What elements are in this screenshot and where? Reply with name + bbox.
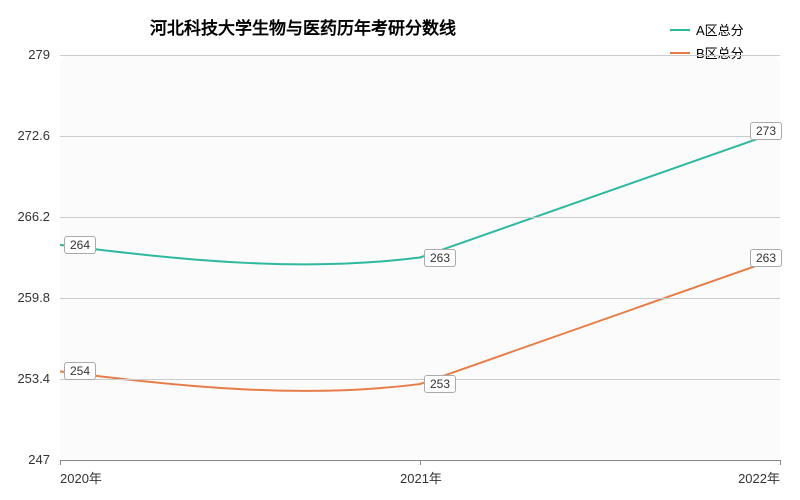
y-tick-label: 272.6 bbox=[0, 128, 50, 143]
data-label: 263 bbox=[750, 249, 782, 267]
y-tick-label: 247 bbox=[0, 452, 50, 467]
y-tick-label: 259.8 bbox=[0, 290, 50, 305]
y-tick-label: 279 bbox=[0, 47, 50, 62]
series-line bbox=[60, 131, 780, 264]
x-tick bbox=[420, 460, 421, 465]
x-tick bbox=[780, 460, 781, 465]
x-tick-label: 2021年 bbox=[400, 468, 442, 487]
y-tick-label: 266.2 bbox=[0, 209, 50, 224]
x-tick-label: 2020年 bbox=[60, 468, 102, 487]
y-tick-label: 253.4 bbox=[0, 371, 50, 386]
gridline bbox=[60, 379, 780, 380]
plot-svg bbox=[0, 0, 800, 500]
gridline bbox=[60, 55, 780, 56]
x-tick bbox=[60, 460, 61, 465]
data-label: 253 bbox=[424, 375, 456, 393]
chart-container: 河北科技大学生物与医药历年考研分数线 A区总分 B区总分 247253.4259… bbox=[0, 0, 800, 500]
x-tick-label: 2022年 bbox=[738, 468, 780, 487]
data-label: 264 bbox=[64, 236, 96, 254]
gridline bbox=[60, 298, 780, 299]
series-line bbox=[60, 258, 780, 391]
data-label: 254 bbox=[64, 362, 96, 380]
gridline bbox=[60, 217, 780, 218]
gridline bbox=[60, 136, 780, 137]
data-label: 263 bbox=[424, 249, 456, 267]
data-label: 273 bbox=[750, 122, 782, 140]
